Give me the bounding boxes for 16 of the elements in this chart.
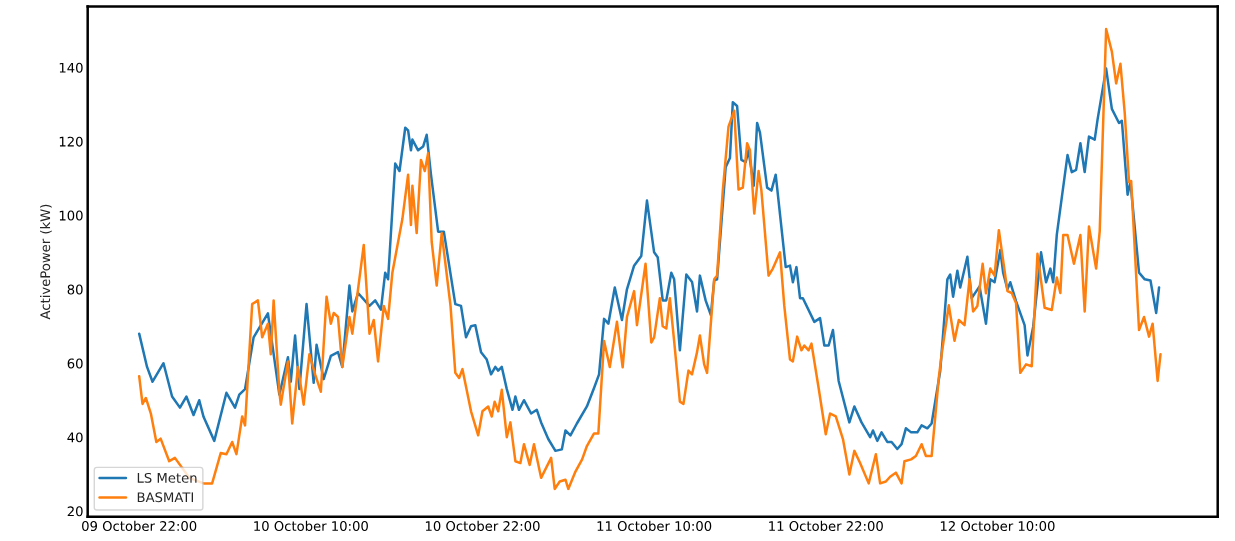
y-axis-title: ActivePower (kW) (40, 204, 52, 320)
y-tick-label: 20 (67, 506, 83, 517)
y-tick-label: 100 (59, 210, 83, 221)
y-tick-label: 80 (67, 284, 83, 295)
y-tick-label: 120 (59, 136, 83, 147)
y-tick-label: 140 (59, 62, 83, 73)
y-tick-label: 40 (67, 432, 83, 443)
x-tick-label: 12 October 10:00 (940, 520, 1055, 532)
x-tick-label: 10 October 22:00 (425, 520, 540, 532)
x-tick-label: 09 October 22:00 (82, 520, 197, 532)
x-tick-label: 10 October 10:00 (254, 520, 368, 532)
y-tick-label: 60 (67, 358, 83, 369)
legend-label: BASMATI (137, 492, 193, 503)
x-tick-label: 11 October 22:00 (769, 520, 883, 532)
x-tick-label: 11 October 10:00 (597, 520, 712, 532)
legend-label: LS Meten (137, 472, 197, 483)
